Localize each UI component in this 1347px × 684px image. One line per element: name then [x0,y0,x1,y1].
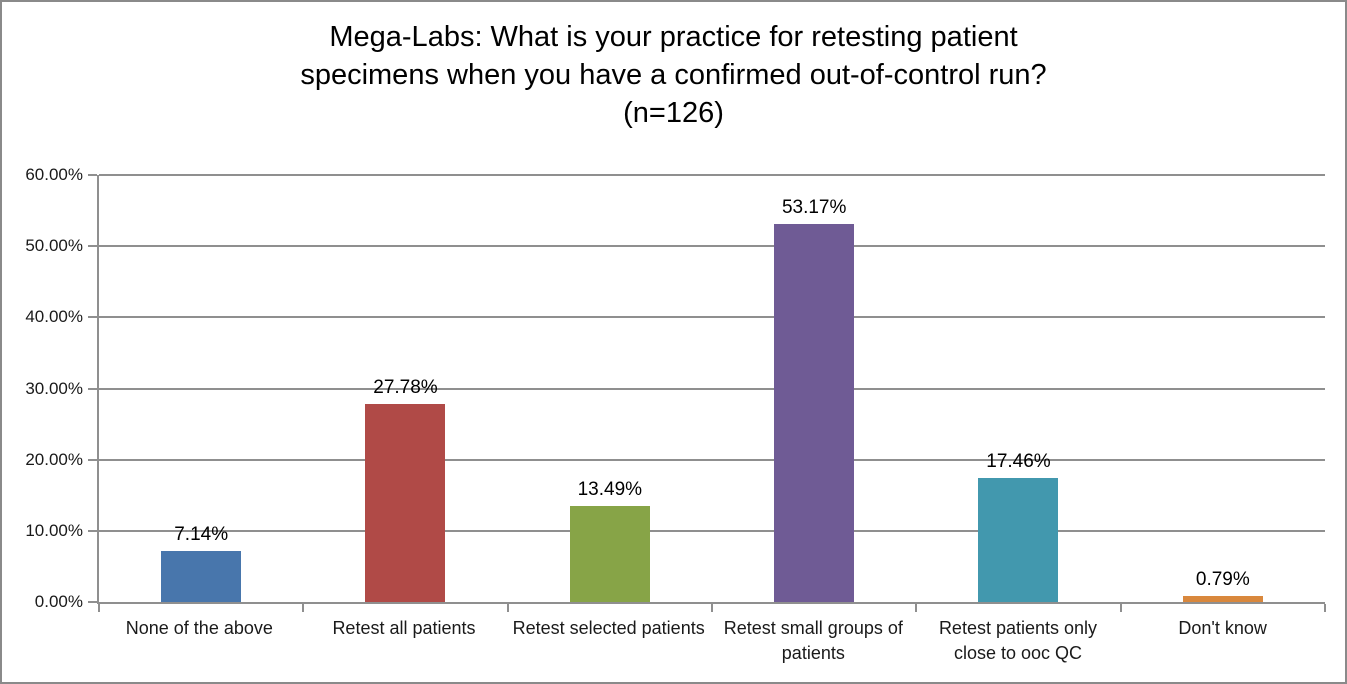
x-axis-tick [506,604,509,612]
bar-slot: 53.17% [712,175,916,602]
category-label: Don't know [1120,616,1325,641]
gridline [99,458,1325,461]
gridline [99,245,1325,248]
category-label: None of the above [97,616,302,641]
y-axis-label: 0.00% [34,592,83,611]
x-axis-tick [98,604,100,612]
x-axis-tick [302,604,305,612]
chart-title-line-2: specimens when you have a confirmed out-… [300,59,1047,91]
bar-slot: 27.78% [303,175,507,602]
y-axis-label: 50.00% [25,236,83,256]
gridline [99,529,1325,532]
bar-value-label: 13.49% [577,479,643,500]
y-axis-tick [88,245,97,248]
y-axis-tick [88,174,97,176]
bar-slot: 13.49% [508,175,712,602]
category-label: Retest all patients [302,616,507,641]
category-label: Retest patients only close to ooc QC [916,616,1121,666]
bar-slot: 17.46% [916,175,1120,602]
y-axis-tick [88,387,97,390]
category-label-line: Retest small groups of [723,618,903,638]
gridline [99,387,1325,390]
category-label: Retest selected patients [506,616,711,641]
bar [978,477,1059,602]
x-axis-tick [711,604,713,612]
bar-value-label: 7.14% [174,524,229,546]
bar-value-label: 17.46% [986,450,1051,472]
bar-slot: 7.14% [99,175,303,602]
y-axis-tick [88,316,97,319]
category-label-line: None of the above [125,618,273,638]
category-label-line: patients [781,643,845,663]
category-label-line: Retest all patients [332,618,476,638]
x-axis-tick [915,604,918,612]
category-label-line: Retest patients only [938,618,1098,638]
plot-area: 0.00% 10.00% 20.00% 30.00% 40.00% 50.00% 60.00… [25,166,1326,612]
x-axis-tick [1119,604,1122,612]
category-label: Retest small groups of patients [711,616,916,666]
y-axis-tick [88,601,97,603]
bar [161,551,242,602]
y-axis-label: 20.00% [25,449,83,469]
bar [569,506,650,602]
x-axis-tick [1324,604,1326,612]
bar [1182,596,1263,602]
category-label-line: Retest selected patients [512,618,705,638]
chart-title-line-1: Mega-Labs: What is your practice for ret… [329,21,1018,53]
bar [365,404,446,602]
y-axis-label: 30.00% [25,378,83,398]
bar-value-label: 27.78% [373,377,438,399]
gridline [99,316,1325,319]
bar [774,223,855,602]
y-axis-label: 60.00% [25,165,83,184]
y-axis-tick [88,458,97,461]
y-axis-tick [88,529,97,532]
category-label-line: Don't know [1178,618,1267,638]
bar-slot: 0.79% [1121,175,1325,602]
y-axis-label: 10.00% [25,520,83,540]
bar-value-label: 53.17% [781,196,847,218]
category-label-line: close to ooc QC [953,643,1083,663]
bar-value-label: 0.79% [1195,569,1250,591]
gridline [99,174,1325,176]
y-axis-label: 40.00% [25,307,83,327]
chart-title: Mega-Labs: What is your practice for ret… [2,18,1345,132]
chart-title-line-3: (n=126) [623,97,724,129]
